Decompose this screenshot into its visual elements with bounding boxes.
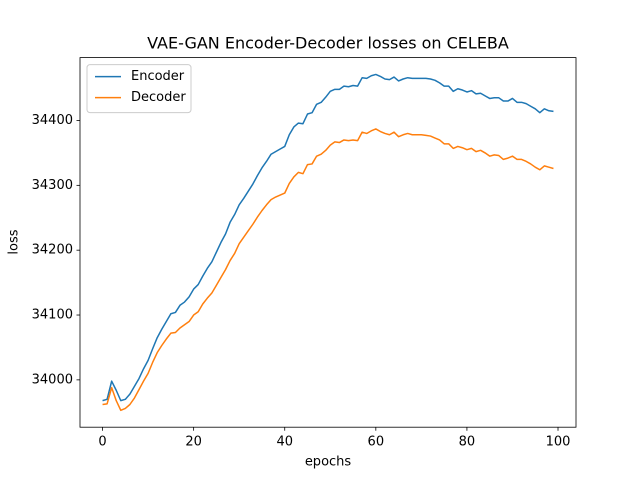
legend-label: Decoder bbox=[131, 90, 186, 105]
chart-title: VAE-GAN Encoder-Decoder losses on CELEBA bbox=[147, 34, 509, 53]
x-axis-label: epochs bbox=[305, 455, 352, 470]
y-tick-label: 34200 bbox=[32, 243, 73, 258]
line bbox=[102, 73, 554, 402]
x-tick-label: 100 bbox=[546, 435, 571, 450]
x-tick-label: 80 bbox=[459, 435, 476, 450]
x-tick-label: 0 bbox=[98, 435, 106, 450]
y-axis-label: loss bbox=[7, 229, 22, 254]
x-tick-label: 60 bbox=[368, 435, 385, 450]
axes-frame bbox=[79, 57, 577, 428]
line bbox=[102, 128, 554, 412]
y-tick-label: 34400 bbox=[32, 113, 73, 128]
y-tick-label: 34300 bbox=[32, 178, 73, 193]
legend-label: Encoder bbox=[131, 69, 185, 84]
y-tick-label: 34100 bbox=[32, 308, 73, 323]
x-tick-label: 40 bbox=[276, 435, 293, 450]
y-tick-label: 34000 bbox=[32, 372, 73, 387]
x-tick-label: 20 bbox=[185, 435, 202, 450]
